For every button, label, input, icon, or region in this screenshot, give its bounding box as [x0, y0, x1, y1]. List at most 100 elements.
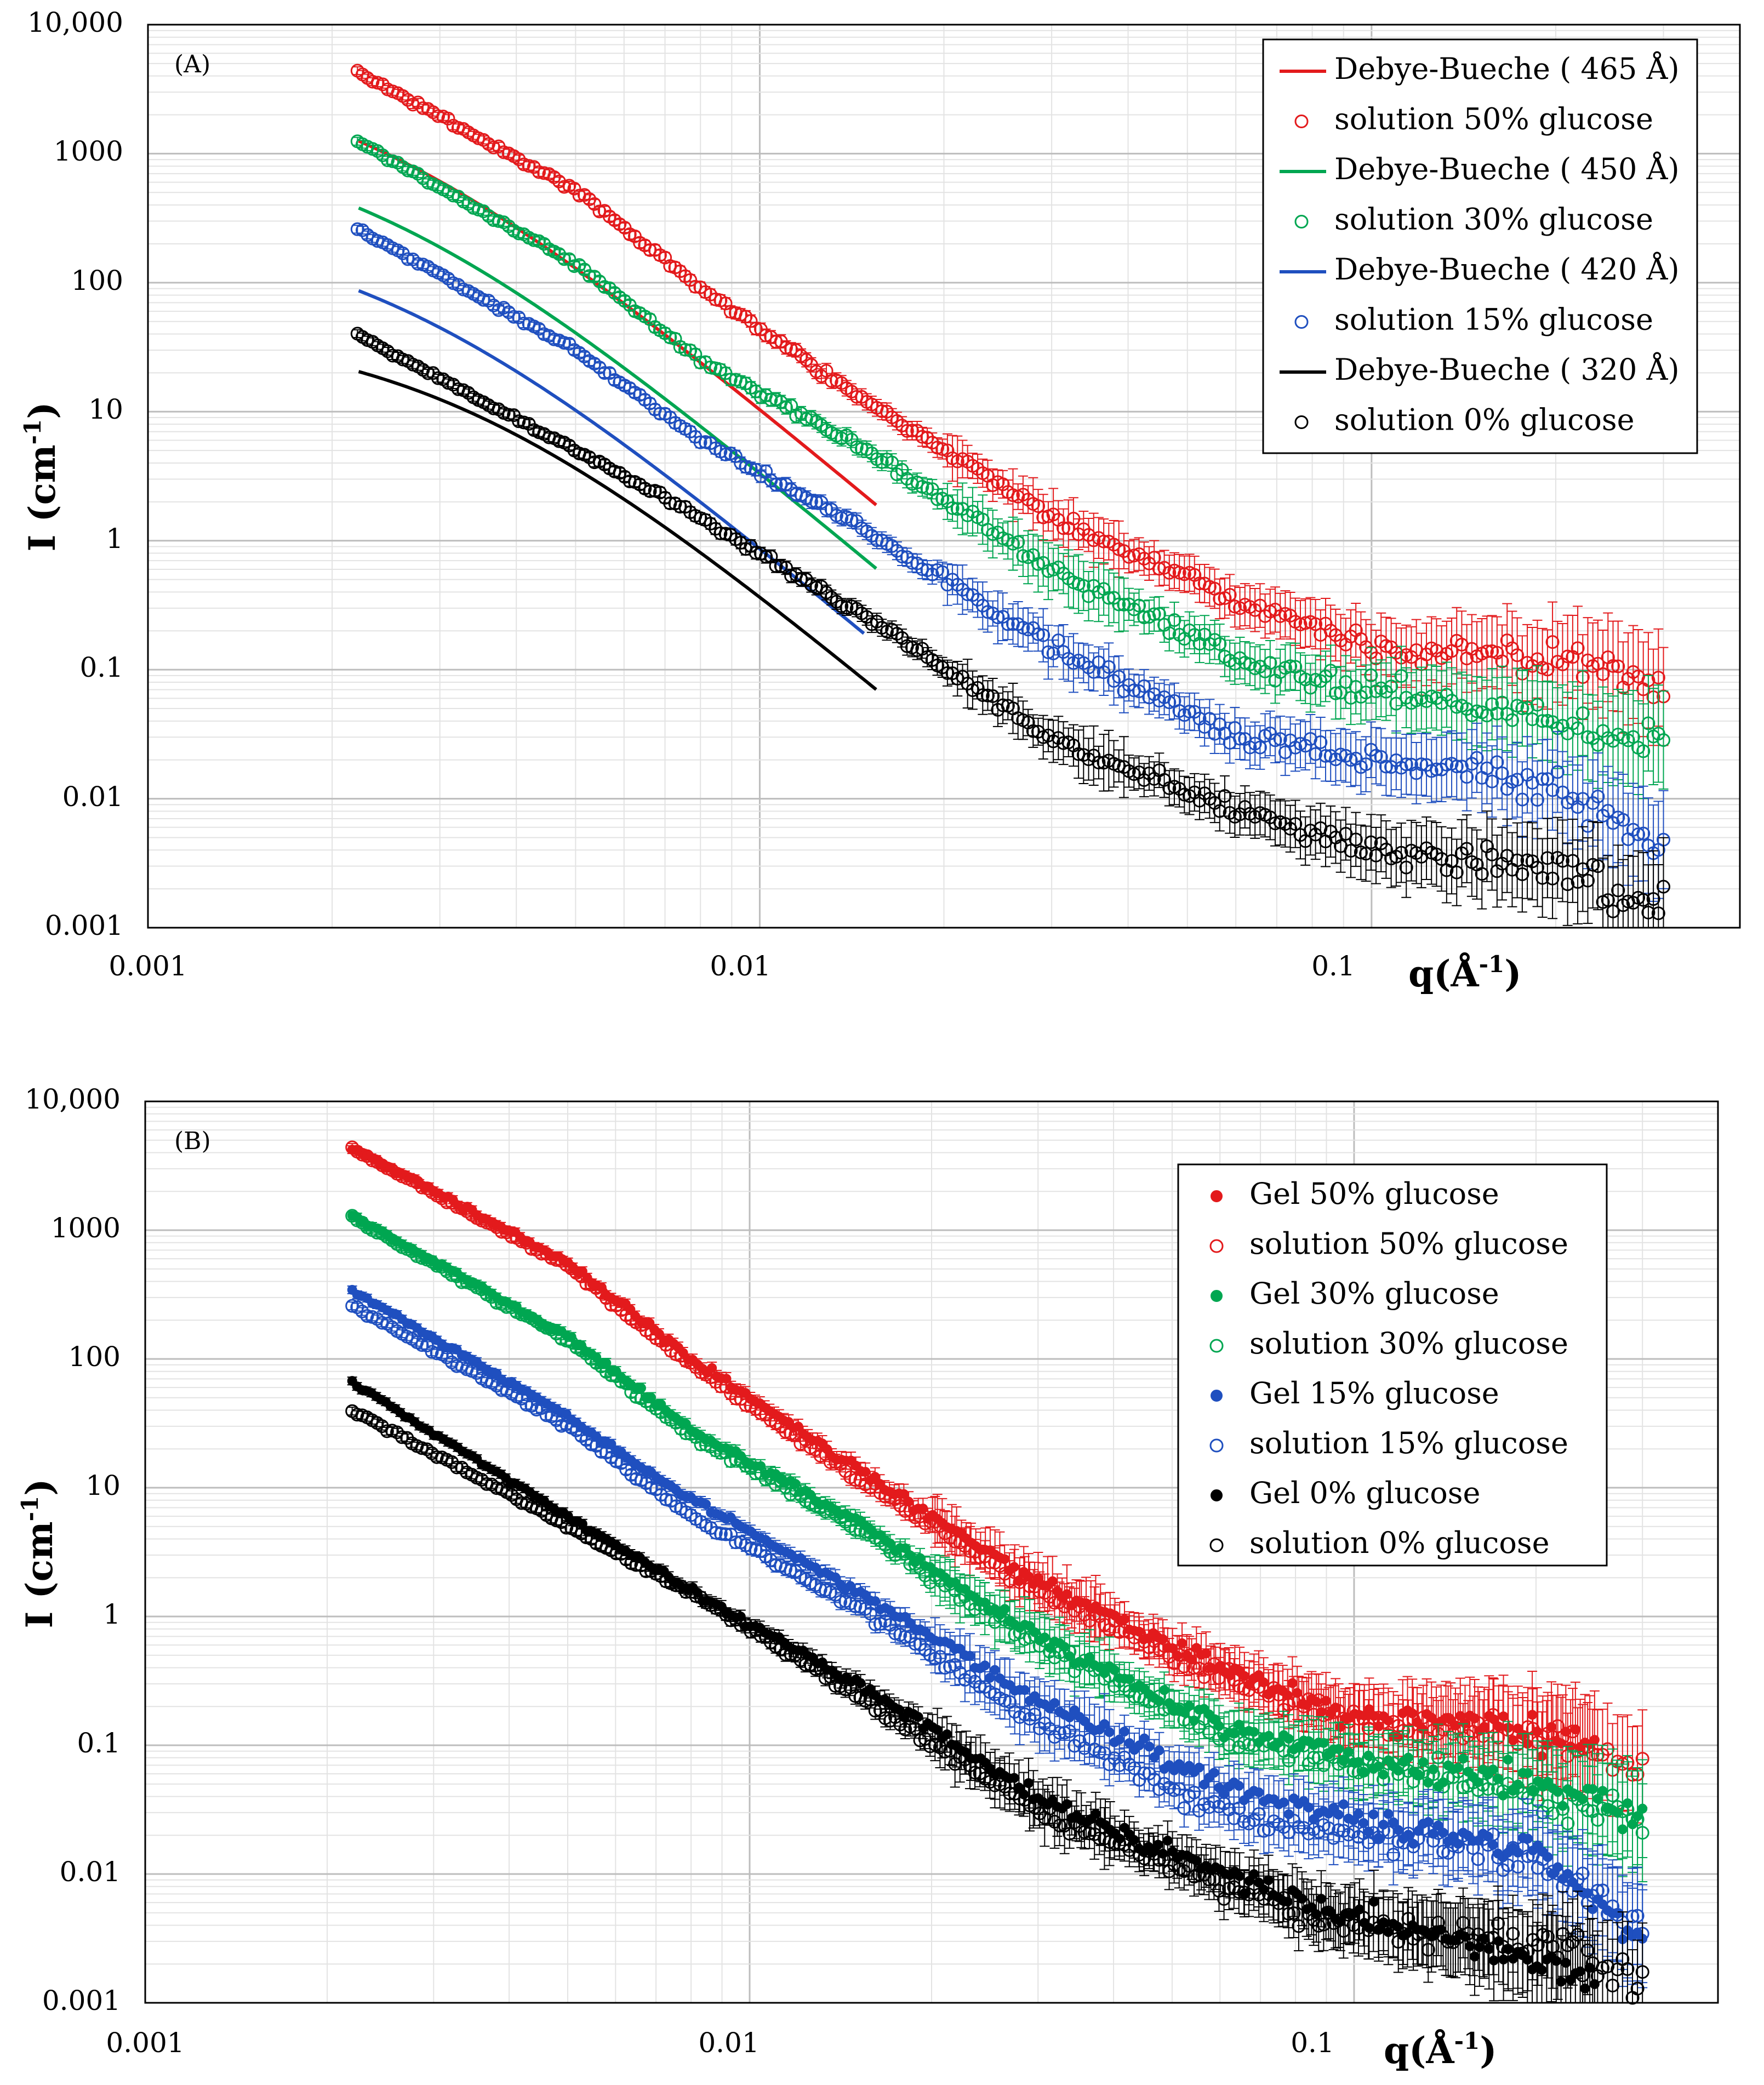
panel-a-solution-50-glucose-point — [1318, 616, 1333, 631]
panel-a-solution-15-glucose-point — [1162, 695, 1177, 710]
panel-a-solution-0-glucose-point — [1626, 895, 1640, 910]
panel-a-solution-15-glucose-point — [1233, 732, 1247, 746]
panel-a-solution-50-glucose-point — [854, 390, 869, 404]
panel-a-solution-15-glucose-point — [905, 556, 919, 570]
panel-a-solution-15-glucose-point — [350, 222, 364, 236]
panel-a-solution-15-glucose-point — [1490, 755, 1504, 769]
panel-a-solution-50-glucose-point — [441, 111, 455, 125]
panel-a-solution-15-glucose-point — [1041, 645, 1055, 659]
panel-a-debye-bueche-450-curve — [358, 206, 877, 570]
panel-a-solution-50-glucose-point — [1137, 552, 1151, 566]
panel-a-solution-0-glucose-point — [1344, 844, 1358, 858]
panel-a-solution-30-glucose-point — [1016, 549, 1030, 563]
panel-a-xtick-0.1: 0.1 — [1311, 950, 1355, 982]
panel-a-solution-0-glucose-point — [996, 698, 1010, 712]
panel-a-solution-15-glucose-point — [1369, 749, 1383, 763]
panel-a-solution-50-glucose-point — [532, 165, 546, 179]
panel-a-solution-50-glucose-point — [693, 280, 707, 294]
panel-a-solution-0-glucose-point — [1515, 867, 1529, 881]
panel-a-solution-15-glucose-point — [1314, 735, 1328, 750]
panel-a-solution-30-glucose-point — [1137, 610, 1151, 625]
panel-a-ytick-10000: 10,000 — [27, 7, 123, 38]
panel-a-solution-50-glucose-point — [1147, 551, 1161, 565]
panel-a-solution-15-glucose-point — [1344, 753, 1358, 767]
panel-a-solution-0-glucose-point — [1606, 904, 1620, 918]
panel-a-solution-0-glucose-point — [1611, 883, 1625, 898]
panel-a-solution-30-glucose-point — [723, 373, 738, 387]
panel-a-solution-30-glucose-point — [1162, 626, 1177, 641]
panel-a-solution-30-glucose-point — [950, 502, 964, 516]
panel-a-legend-box — [1262, 38, 1698, 454]
panel-a-solution-50-glucose-point — [1379, 639, 1393, 653]
panel-a-solution-15-glucose-point — [1440, 757, 1454, 772]
panel-a-x-axis-title: q(Å-1) — [1408, 951, 1521, 995]
panel-a-solution-0-glucose-point — [1646, 892, 1660, 906]
panel-a-legend-label: Debye-Bueche ( 465 Å) — [1334, 50, 1680, 86]
panel-a-solution-50-glucose-point — [900, 424, 914, 438]
panel-a-solution-50-glucose-point — [1122, 550, 1136, 564]
panel-a-solution-15-glucose-point — [1046, 646, 1060, 660]
panel-a-solution-30-glucose-point — [1359, 686, 1373, 700]
panel-a-y-title-close: ) — [21, 402, 64, 419]
panel-a-solution-0-glucose-point — [1359, 847, 1373, 861]
panel-a-solution-0-glucose-point — [1601, 893, 1615, 907]
panel-a-solution-30-glucose-point — [1323, 664, 1338, 678]
panel-a-solution-50-glucose-point — [1651, 671, 1665, 685]
panel-a-solution-50-glucose-point — [1404, 650, 1418, 664]
panel-a-solution-15-glucose-point — [1057, 645, 1071, 659]
panel-a-legend-open-marker — [1294, 215, 1309, 229]
panel-a-solution-30-glucose-point — [1389, 696, 1403, 711]
panel-a-solution-30-glucose-point — [1525, 712, 1539, 727]
panel-a-solution-0-glucose-point — [1540, 851, 1555, 865]
panel-a-solution-15-glucose-point — [1515, 792, 1529, 807]
panel-a-solution-0-glucose-point — [940, 666, 955, 680]
panel-b-data-points — [345, 1140, 1649, 2005]
panel-a-solution-0-glucose-point — [517, 415, 531, 430]
panel-a-solution-30-glucose-point — [380, 153, 395, 167]
panel-a-solution-30-glucose-point — [1480, 709, 1494, 723]
panel-a-solution-0-glucose-point — [840, 601, 854, 615]
panel-a-solution-30-glucose-point — [1344, 690, 1358, 705]
panel-a-solution-30-glucose-point — [1152, 607, 1166, 621]
panel-a-solution-30-glucose-point — [1314, 674, 1328, 688]
panel-a-solution-0-glucose-point — [1520, 853, 1534, 867]
panel-a-legend-item-solution-15-glucose: solution 15% glucose — [1294, 302, 1653, 337]
panel-a-solution-0-glucose-point — [1192, 793, 1207, 808]
panel-a-solution-0-glucose-point — [1555, 854, 1569, 868]
panel-a-legend-item-solution-30-glucose: solution 30% glucose — [1294, 202, 1653, 237]
panel-a-legend-item-debye-bueche-465: Debye-Bueche ( 465 Å) — [1280, 50, 1680, 86]
panel-a-solution-15-glucose-point — [895, 550, 909, 564]
panel-a-solution-15-glucose-point — [1273, 732, 1287, 746]
panel-a-solution-15-glucose-point — [1253, 740, 1267, 755]
panel-a-ytick-100: 100 — [71, 265, 123, 296]
panel-a-solution-50-glucose-point — [1611, 659, 1625, 673]
panel-a-solution-30-glucose-point — [764, 393, 778, 407]
panel-a-tag: (A) — [174, 50, 210, 78]
panel-a-solution-15-glucose-point — [1001, 617, 1015, 631]
panel-a-solution-0-glucose-point — [1657, 879, 1671, 894]
panel-a-solution-15-glucose-point — [1460, 770, 1474, 784]
panel-a-solution-50-glucose-point — [1071, 527, 1086, 541]
panel-a-solution-50-glucose-point — [1031, 499, 1046, 513]
panel-a-solution-30-glucose-point — [1495, 695, 1509, 710]
panel-a-solution-0-glucose-point — [1394, 846, 1408, 860]
panel-a-solution-50-glucose-point — [431, 109, 446, 123]
panel-a-solution-15-glucose-point — [1616, 813, 1630, 827]
panel-a-solution-15-glucose-point — [885, 539, 899, 553]
panel-a-plot-frame — [147, 24, 1741, 929]
panel-a-solution-50-glucose-point — [915, 430, 929, 444]
panel-a-solution-30-glucose-point — [920, 481, 934, 495]
panel-a-solution-15-glucose-point — [1535, 772, 1550, 786]
panel-a-xtick-0.01: 0.01 — [710, 950, 770, 982]
panel-a-solution-0-glucose-point — [713, 526, 728, 540]
panel-a-solution-0-glucose-point — [1636, 893, 1651, 907]
panel-a-solution-15-glucose-point — [1137, 679, 1151, 693]
panel-a-ytick-1000: 1000 — [54, 135, 123, 167]
panel-a-solution-0-glucose-point — [1445, 854, 1459, 868]
panel-a-solution-30-glucose-point — [1384, 679, 1398, 694]
panel-a-solution-30-glucose-point — [1364, 668, 1378, 682]
panel-a-solution-15-glucose-point — [1263, 726, 1277, 740]
panel-a-solution-0-glucose-point — [794, 573, 808, 587]
panel-a-solution-30-glucose-point — [1328, 686, 1343, 700]
